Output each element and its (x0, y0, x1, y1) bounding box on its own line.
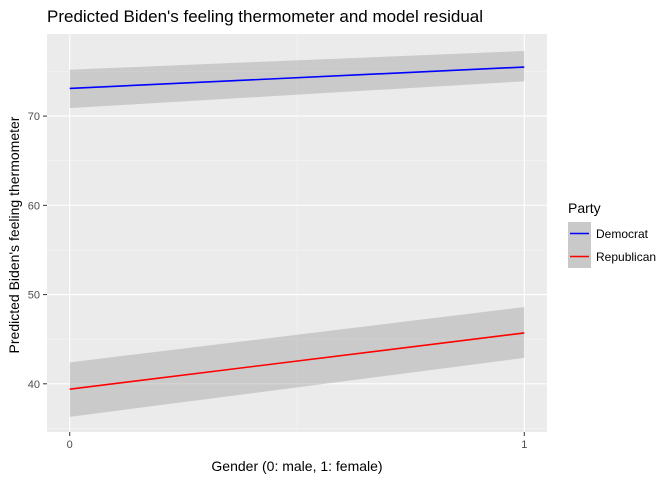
legend-title: Party (568, 200, 601, 216)
chart-title: Predicted Biden's feeling thermometer an… (47, 7, 483, 26)
y-tick-label: 40 (28, 379, 40, 391)
y-axis-ticks: 40 50 60 70 (28, 111, 47, 391)
legend: Party Democrat Republican (568, 200, 656, 268)
x-tick-label: 1 (521, 439, 527, 451)
x-axis-title: Gender (0: male, 1: female) (211, 458, 382, 474)
grid-lines (47, 34, 547, 432)
ribbon-democrat (69, 50, 525, 109)
legend-item-democrat: Democrat (568, 222, 649, 245)
legend-item-republican: Republican (568, 245, 656, 268)
series-lines (69, 66, 525, 390)
legend-label: Republican (596, 250, 656, 264)
ribbon-republican (69, 307, 525, 417)
confidence-ribbons (69, 50, 525, 417)
line-democrat (69, 66, 525, 90)
x-tick-label: 0 (67, 439, 73, 451)
y-axis-title: Predicted Biden's feeling thermometer (6, 116, 22, 353)
line-republican (69, 332, 525, 390)
y-tick-label: 60 (28, 200, 40, 212)
y-tick-label: 50 (28, 290, 40, 302)
legend-items: Democrat Republican (568, 222, 656, 268)
y-tick-label: 70 (28, 111, 40, 123)
legend-label: Democrat (596, 227, 649, 241)
